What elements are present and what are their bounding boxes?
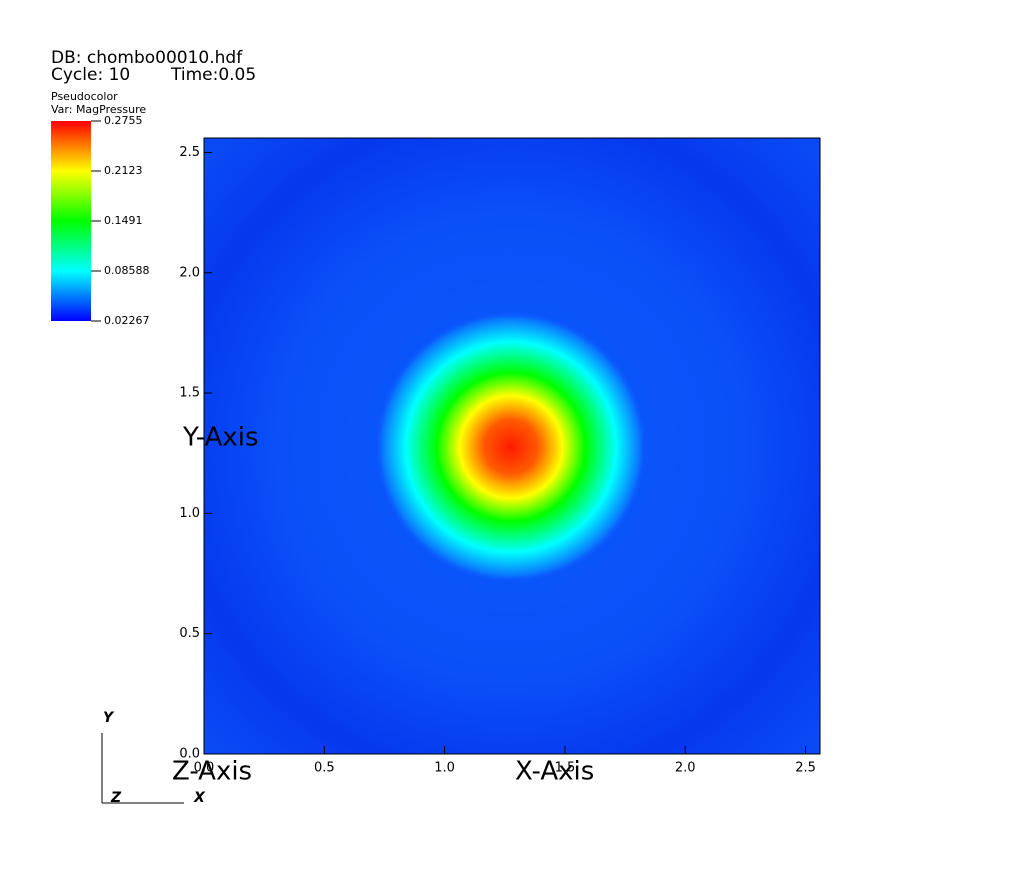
- x-tick-label: 0.5: [314, 761, 335, 776]
- colorbar-tick-label: 0.2755: [104, 114, 143, 127]
- triad-x-label: X: [193, 790, 206, 806]
- db-label: DB: chombo00010.hdf: [51, 48, 243, 68]
- field: [204, 138, 820, 754]
- triad-y-label: Y: [103, 710, 115, 726]
- x-tick-label: 2.0: [675, 761, 696, 776]
- cycle-label: Cycle: 10: [51, 65, 130, 85]
- y-axis-title: Y-Axis: [182, 423, 259, 453]
- time-label: Time:0.05: [170, 65, 256, 85]
- x-tick-label: 1.5: [555, 761, 576, 776]
- y-tick-label: 2.5: [179, 145, 200, 160]
- triad-z-label: Z: [110, 790, 122, 806]
- x-tick-label: 1.0: [434, 761, 455, 776]
- y-tick-label: 0.0: [179, 747, 200, 762]
- colorbar: [51, 121, 91, 321]
- plot-frame: [203, 137, 821, 755]
- x-tick-label: 0.0: [194, 761, 215, 776]
- z-axis-title: Z-Axis: [172, 757, 252, 787]
- plot-label: Pseudocolor: [51, 90, 118, 103]
- colorbar-tick-label: 0.02267: [104, 314, 150, 327]
- colorbar-tick-label: 0.2123: [104, 164, 143, 177]
- colorbar-tick-label: 0.08588: [104, 264, 150, 277]
- y-tick-label: 0.5: [179, 626, 200, 641]
- x-axis-title: X-Axis: [515, 757, 594, 787]
- y-tick-label: 1.0: [179, 506, 200, 521]
- variable-label: Var: MagPressure: [51, 103, 146, 116]
- y-tick-label: 2.0: [179, 265, 200, 280]
- y-tick-label: 1.5: [179, 386, 200, 401]
- x-tick-label: 2.5: [795, 761, 816, 776]
- colorbar-tick-label: 0.1491: [104, 214, 143, 227]
